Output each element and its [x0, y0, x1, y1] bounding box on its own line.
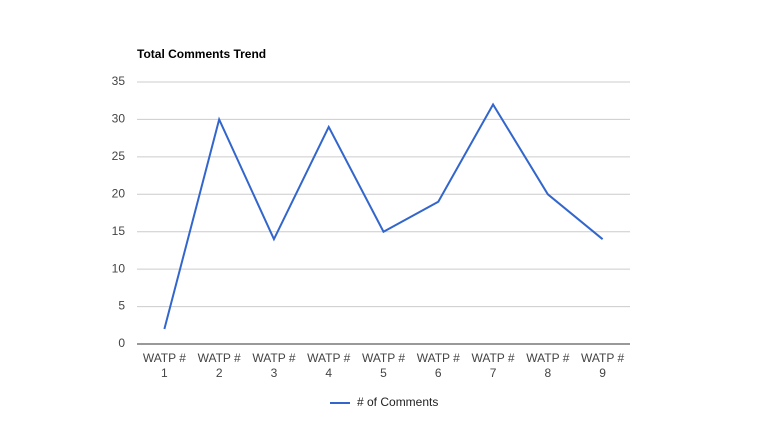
y-tick-label: 35 [112, 74, 126, 88]
x-tick-label: WATP # 3 [252, 351, 296, 380]
x-tick-label: WATP # 5 [361, 351, 406, 380]
legend-label: # of Comments [357, 395, 438, 409]
x-tick-label: WATP # 1 [142, 351, 186, 380]
x-tick-label: WATP # 6 [416, 351, 460, 380]
y-tick-label: 15 [112, 224, 126, 238]
y-tick-label: 0 [118, 336, 125, 350]
x-tick-label: WATP # 7 [471, 351, 515, 380]
x-tick-label: WATP # 2 [197, 351, 241, 380]
y-tick-label: 20 [112, 186, 126, 200]
x-tick-label: WATP # 4 [307, 351, 351, 380]
x-tick-label: WATP # 9 [581, 351, 625, 380]
x-tick-label: WATP # 8 [526, 351, 570, 380]
chart-title: Total Comments Trend [137, 47, 266, 61]
y-tick-label: 10 [112, 261, 126, 275]
y-tick-label: 5 [118, 299, 125, 313]
y-tick-label: 25 [112, 149, 126, 163]
data-line [163, 102, 604, 330]
y-tick-label: 30 [112, 112, 126, 126]
